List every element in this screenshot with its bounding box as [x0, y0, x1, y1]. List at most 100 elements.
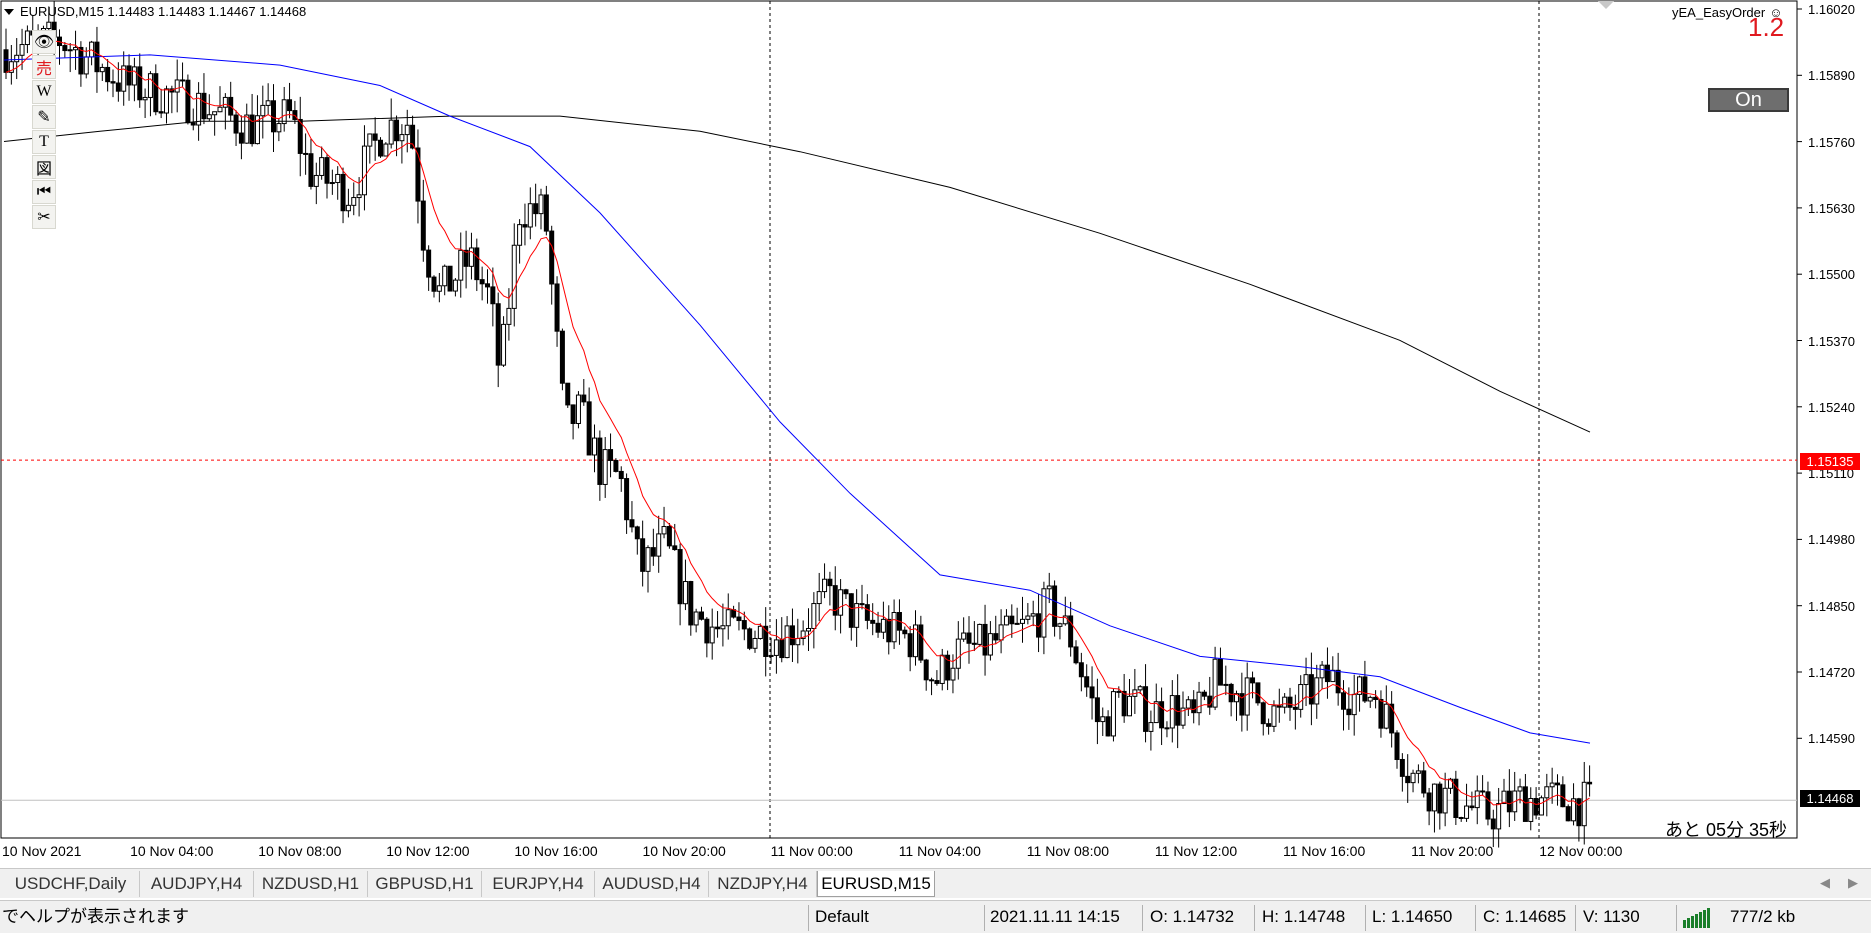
candle-body [1014, 622, 1020, 625]
tab-usdchf-daily[interactable]: USDCHF,Daily [2, 871, 140, 897]
candle-body [458, 249, 464, 281]
candle-body [196, 92, 202, 126]
candle-body [479, 279, 485, 285]
candle-body [1217, 658, 1223, 686]
candle-body [1036, 613, 1042, 638]
candle-body [918, 624, 924, 661]
chart-symbol-header: EURUSD,M15 1.14483 1.14483 1.14467 1.144… [4, 4, 306, 19]
candle-body [83, 56, 89, 75]
sell-icon[interactable]: 売 [32, 55, 56, 79]
candle-body [345, 204, 351, 212]
candle-body [1549, 782, 1555, 788]
chart-area[interactable]: EURUSD,M15 1.14483 1.14483 1.14467 1.144… [0, 0, 1871, 868]
eye-icon[interactable]: 👁 [32, 30, 56, 54]
tab-nzdjpy-h4[interactable]: NZDJPY,H4 [709, 871, 817, 897]
status-datetime: 2021.11.11 14:15 [990, 907, 1120, 926]
candle-body [308, 153, 314, 187]
tab-gbpusd-h1[interactable]: GBPUSD,H1 [368, 871, 482, 897]
candle-body [1571, 798, 1577, 822]
candle-body [265, 100, 271, 106]
candle-body [1212, 658, 1218, 708]
candle-body [1581, 781, 1587, 827]
smiley-icon: ☺ [1769, 5, 1783, 20]
candle-body [1223, 683, 1229, 686]
candle-body [1474, 790, 1480, 809]
candle-body [666, 526, 672, 547]
candle-body [1351, 693, 1357, 716]
text-icon[interactable]: T [32, 130, 56, 154]
candle-body [431, 276, 437, 292]
dropdown-triangle-icon[interactable] [4, 8, 14, 15]
tab-nzdusd-h1[interactable]: NZDUSD,H1 [254, 871, 368, 897]
price-chart[interactable] [0, 0, 1871, 868]
rewind-icon[interactable]: ⏮ [32, 180, 56, 204]
candle-body [880, 618, 886, 633]
candle-body [1185, 699, 1191, 709]
candle-body [115, 82, 121, 92]
tab-left-arrow-icon[interactable]: ◀ [1820, 875, 1830, 890]
candle-body [1009, 615, 1015, 625]
time-tick-label: 12 Nov 00:00 [1539, 843, 1623, 859]
candle-body [939, 654, 945, 684]
candle-body [629, 519, 635, 528]
tab-eurusd-m15[interactable]: EURUSD,M15 [817, 871, 935, 897]
candle-body [848, 593, 854, 628]
status-low: L: 1.14650 [1372, 907, 1453, 926]
tab-audusd-h4[interactable]: AUDUSD,H4 [595, 871, 709, 897]
candle-body [1255, 682, 1261, 704]
candle-body [1501, 790, 1507, 805]
candle-body [201, 92, 207, 120]
candle-body [126, 65, 132, 86]
candle-body [340, 173, 346, 212]
ma-slow-line [3, 115, 1591, 433]
scissors-icon[interactable]: ✂ [32, 205, 56, 229]
candle-body [452, 279, 458, 292]
candle-body [1362, 676, 1368, 702]
candle-body [303, 152, 309, 155]
tab-eurjpy-h4[interactable]: EURJPY,H4 [482, 871, 595, 897]
candle-body [602, 449, 608, 485]
candle-body [1453, 778, 1459, 819]
candle-body [527, 203, 533, 228]
w-icon[interactable]: W [32, 80, 56, 104]
candle-body [1415, 770, 1421, 774]
status-profile[interactable]: Default [815, 907, 869, 926]
candle-body [297, 118, 303, 154]
candle-body [1394, 732, 1400, 760]
time-tick-label: 10 Nov 08:00 [258, 843, 342, 859]
candle-body [1143, 686, 1149, 732]
candle-body [1496, 803, 1502, 830]
candle-body [1169, 695, 1175, 729]
candle-body [870, 619, 876, 624]
candle-body [1485, 791, 1491, 820]
candle-body [281, 99, 287, 125]
candle-body [1020, 618, 1025, 624]
candle-body [1073, 646, 1079, 664]
candle-body [1324, 664, 1330, 683]
candle-body [367, 133, 373, 147]
candle-body [158, 111, 164, 114]
candle-body [404, 124, 410, 136]
candle-body [838, 589, 844, 616]
pencil-icon[interactable]: ✎ [32, 105, 56, 129]
tab-audjpy-h4[interactable]: AUDJPY,H4 [140, 871, 254, 897]
on-button[interactable]: On [1708, 88, 1789, 112]
candle-body [816, 591, 822, 605]
candle-body [1341, 692, 1346, 710]
candle-body [1287, 696, 1293, 708]
figure-icon[interactable]: 図 [32, 155, 56, 179]
candle-body [699, 611, 704, 620]
candle-body [1346, 708, 1352, 716]
candle-body [1383, 703, 1389, 729]
candle-body [650, 547, 656, 557]
price-tick-label: 1.14590 [1808, 731, 1855, 747]
candle-body [1555, 782, 1560, 786]
tab-right-arrow-icon[interactable]: ▶ [1848, 875, 1858, 890]
candle-body [1196, 691, 1202, 714]
candle-body [78, 46, 84, 75]
candle-body [886, 618, 892, 643]
ea-name-label: yEA_EasyOrder ☺ [1672, 5, 1783, 20]
ea-version: 1.2 [1748, 12, 1785, 42]
candle-body [442, 265, 448, 287]
candle-body [324, 157, 330, 184]
